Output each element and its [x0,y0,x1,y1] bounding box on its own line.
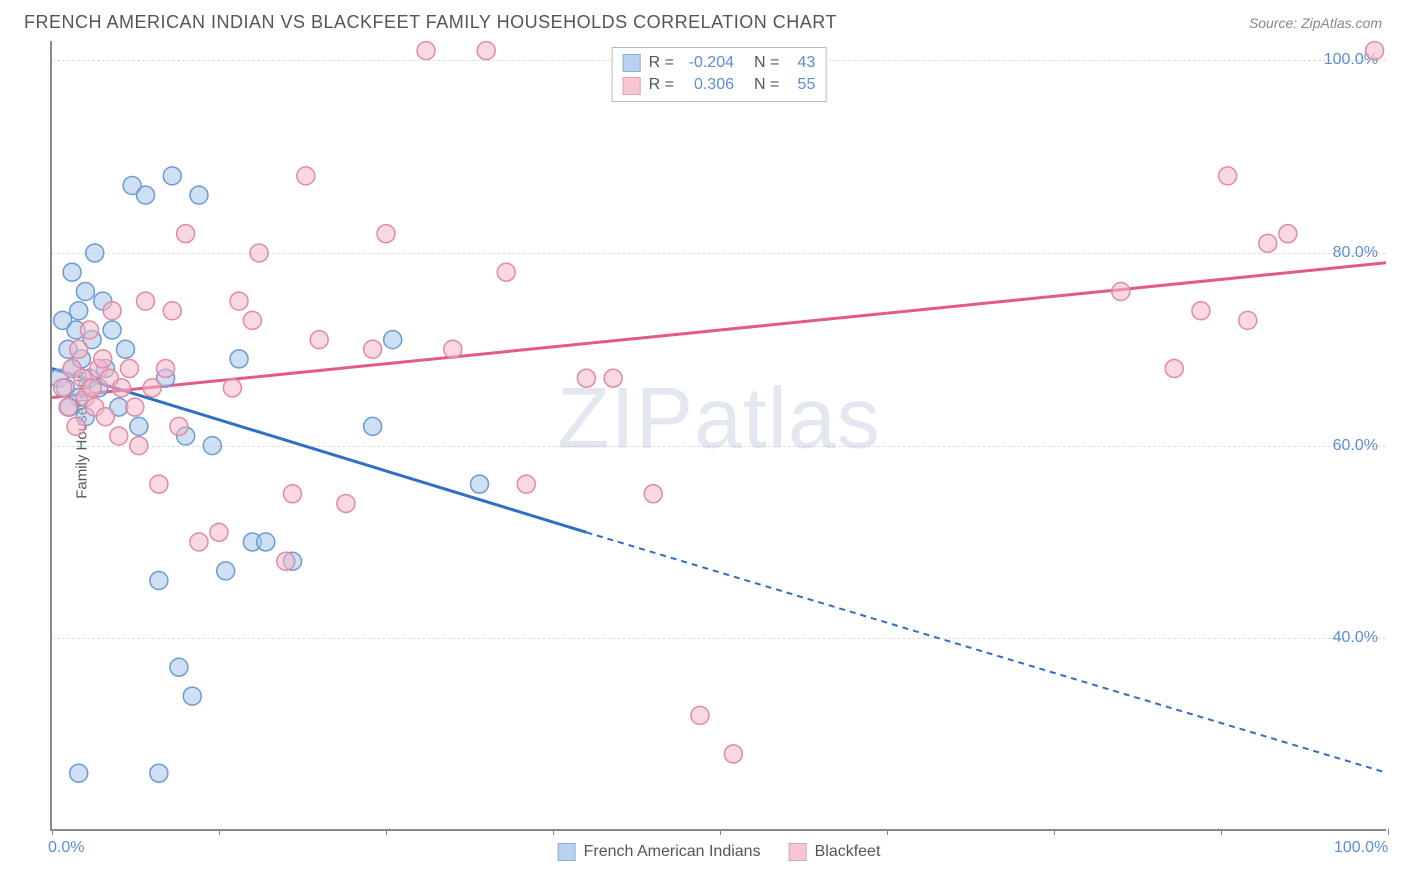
r-label: R = [649,74,674,96]
r-label: R = [649,52,674,74]
x-tick-mark [1388,829,1389,835]
swatch-series1 [623,54,641,72]
x-tick-mark [1221,829,1222,835]
r-value-series1: -0.204 [682,52,734,74]
legend-swatch-series2 [789,843,807,861]
chart-title: FRENCH AMERICAN INDIAN VS BLACKFEET FAMI… [24,12,837,33]
plot-svg [52,41,1386,829]
stats-legend-box: R = -0.204 N = 43 R = 0.306 N = 55 [612,47,827,102]
x-tick-mark [386,829,387,835]
stats-row-series1: R = -0.204 N = 43 [623,52,816,74]
swatch-series2 [623,77,641,95]
n-label: N = [754,74,779,96]
legend-item-series2: Blackfeet [789,843,881,861]
legend-label-series2: Blackfeet [815,843,881,861]
n-label: N = [754,52,779,74]
r-value-series2: 0.306 [682,74,734,96]
source-attribution: Source: ZipAtlas.com [1249,15,1382,31]
stats-row-series2: R = 0.306 N = 55 [623,74,816,96]
legend-item-series1: French American Indians [558,843,761,861]
n-value-series1: 43 [787,52,815,74]
x-tick-mark [720,829,721,835]
x-tick-mark [553,829,554,835]
x-tick-mark [1054,829,1055,835]
x-tick-label: 0.0% [48,839,84,857]
x-tick-mark [887,829,888,835]
x-tick-mark [52,829,53,835]
legend-swatch-series1 [558,843,576,861]
n-value-series2: 55 [787,74,815,96]
bottom-legend: French American Indians Blackfeet [558,843,881,861]
legend-label-series1: French American Indians [584,843,761,861]
x-tick-label: 100.0% [1334,839,1388,857]
x-tick-mark [219,829,220,835]
chart-area: Family Households ZIPatlas R = -0.204 N … [50,41,1386,831]
